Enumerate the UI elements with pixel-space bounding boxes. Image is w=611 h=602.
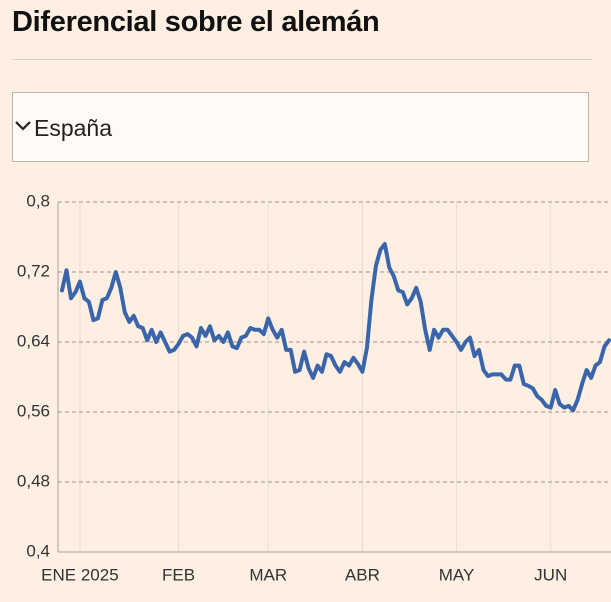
y-tick-label: 0,4 xyxy=(26,541,50,560)
divider xyxy=(12,59,592,60)
chevron xyxy=(15,121,31,131)
y-tick-label: 0,48 xyxy=(17,471,50,490)
y-tick-label: 0,8 xyxy=(26,191,50,210)
x-tick-label: MAY xyxy=(439,565,475,584)
x-tick-label: ENE 2025 xyxy=(41,565,119,584)
x-tick-label: JUN xyxy=(534,565,567,584)
x-tick-label: FEB xyxy=(162,565,195,584)
x-tick-label: ABR xyxy=(345,565,380,584)
y-tick-label: 0,72 xyxy=(17,261,50,280)
line xyxy=(60,242,611,413)
y-tick-label: 0,56 xyxy=(17,401,50,420)
country-select[interactable]: España xyxy=(12,92,589,162)
title: Diferencial sobre el alemán xyxy=(12,6,380,38)
select-value: España xyxy=(34,115,113,141)
y-tick-label: 0,64 xyxy=(17,331,50,350)
x-tick-label: MAR xyxy=(249,565,287,584)
